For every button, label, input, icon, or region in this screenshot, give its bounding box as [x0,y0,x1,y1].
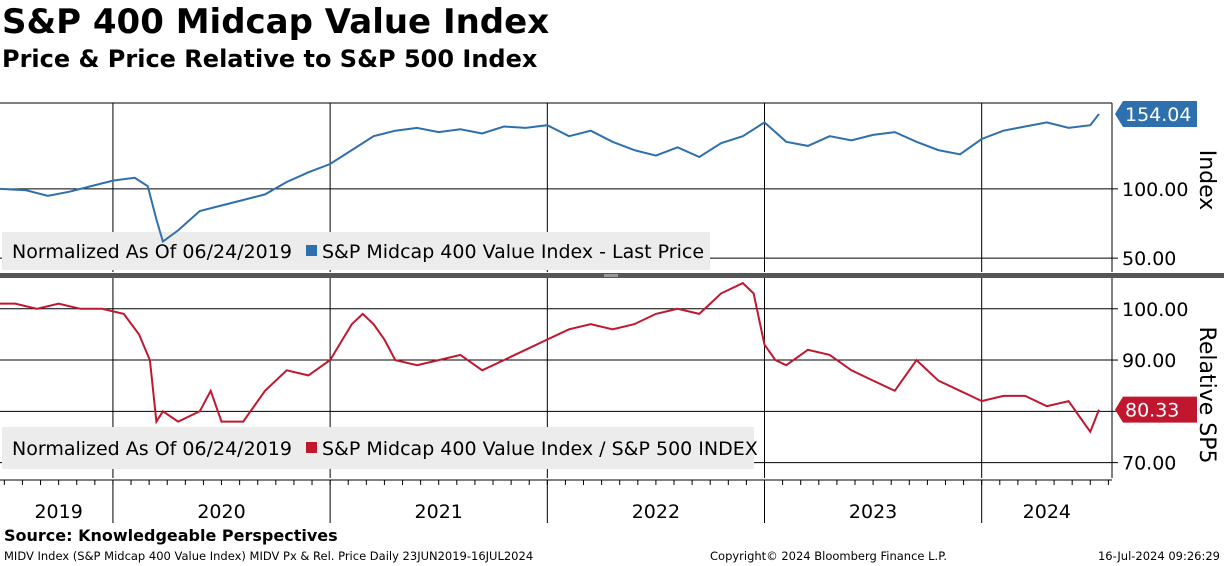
x-axis: 2019 2020 2021 2022 2023 2024 [0,479,1112,523]
source-note: Source: Knowledgeable Perspectives [4,526,338,545]
relative-legend-prefix: Normalized As Of 06/24/2019 [12,438,292,460]
relative-last-value-tag-shape [1115,396,1197,423]
price-axis-title: Index [1194,150,1219,211]
price-last-value-tag-shape [1115,101,1197,128]
relative-last-value: 80.33 [1125,400,1179,422]
price-last-value-tag: 154.04 [1115,101,1197,128]
relative-last-value-tag: 80.33 [1115,396,1197,423]
x-axis-year-label: 2022 [632,501,680,523]
relative-legend-series-name: S&P Midcap 400 Value Index / S&P 500 IND… [322,438,758,460]
relative-legend-swatch [306,442,317,453]
x-axis-year-label: 2024 [1023,501,1071,523]
chart-title: S&P 400 Midcap Value Index [2,2,550,42]
relative-tick-label: 100.00 [1122,299,1188,321]
price-legend-prefix: Normalized As Of 06/24/2019 [12,241,292,263]
x-axis-year-label: 2020 [197,501,245,523]
relative-tick-label: 70.00 [1122,453,1176,475]
ticker-line: MIDV Index (S&P Midcap 400 Value Index) … [4,549,534,563]
copyright: Copyright© 2024 Bloomberg Finance L.P. [710,549,947,563]
chart-subtitle: Price & Price Relative to S&P 500 Index [2,45,538,73]
relative-legend-box [2,427,754,469]
price-legend-swatch [306,245,317,256]
panel-divider-handle-icon[interactable] [604,274,618,277]
relative-series-line [0,281,1100,434]
price-y-axis: 100.00 50.00 [1111,103,1188,272]
price-legend-box [2,232,710,270]
relative-panel: Normalized As Of 06/24/2019 S&P Midcap 4… [0,278,1219,478]
timestamp: 16-Jul-2024 09:26:29 [1097,549,1220,563]
x-axis-year-label: 2021 [415,501,463,523]
price-tick-label: 50.00 [1122,248,1176,270]
price-tick-label: 100.00 [1122,179,1188,201]
x-axis-year-label: 2023 [849,501,897,523]
price-series-line [0,113,1100,244]
relative-axis-title: Relative SP5 [1194,327,1219,464]
price-legend-series-name: S&P Midcap 400 Value Index - Last Price [322,241,704,263]
x-axis-year-label: 2019 [34,501,82,523]
price-panel: Normalized As Of 06/24/2019 S&P Midcap 4… [0,101,1219,272]
price-last-value: 154.04 [1125,104,1191,126]
relative-tick-label: 90.00 [1122,350,1176,372]
